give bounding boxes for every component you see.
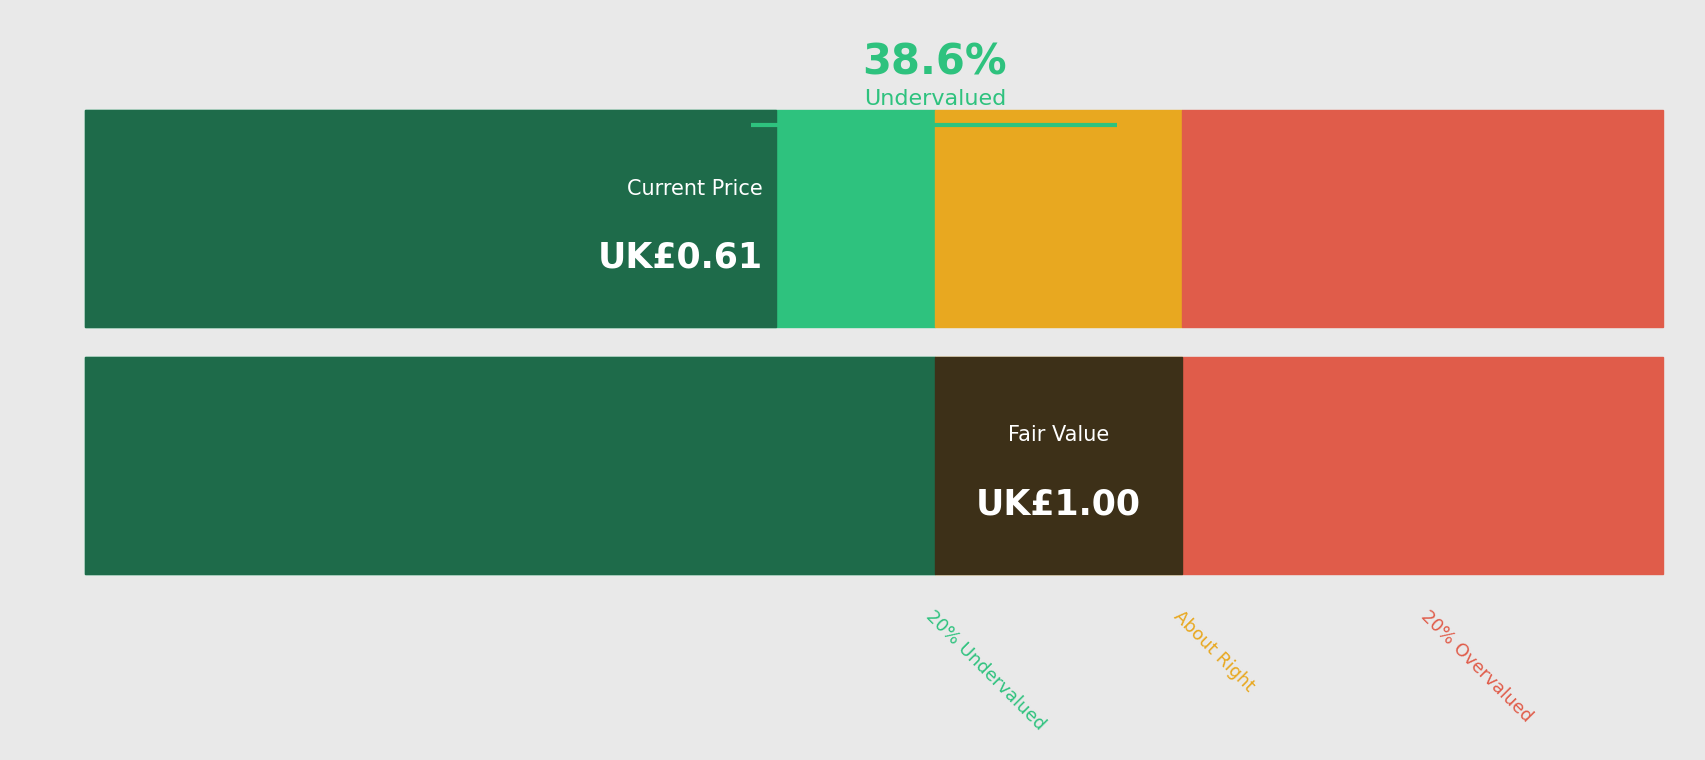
Text: Current Price: Current Price — [626, 179, 762, 198]
Bar — [85, 357, 934, 574]
Bar — [934, 110, 1182, 328]
Bar — [85, 110, 934, 328]
Text: 20% Overvalued: 20% Overvalued — [1417, 607, 1535, 726]
Bar — [85, 110, 776, 328]
Bar — [1182, 110, 1662, 328]
Bar — [85, 357, 934, 574]
Text: Undervalued: Undervalued — [863, 90, 1006, 109]
Bar — [934, 357, 1182, 574]
Text: 38.6%: 38.6% — [863, 42, 1006, 84]
Text: About Right: About Right — [1170, 607, 1257, 695]
Text: UK£1.00: UK£1.00 — [975, 487, 1141, 521]
Text: UK£0.61: UK£0.61 — [597, 241, 762, 275]
Bar — [934, 357, 1182, 574]
Text: 20% Undervalued: 20% Undervalued — [922, 607, 1049, 733]
Text: Fair Value: Fair Value — [1008, 425, 1108, 445]
Bar — [1182, 357, 1662, 574]
